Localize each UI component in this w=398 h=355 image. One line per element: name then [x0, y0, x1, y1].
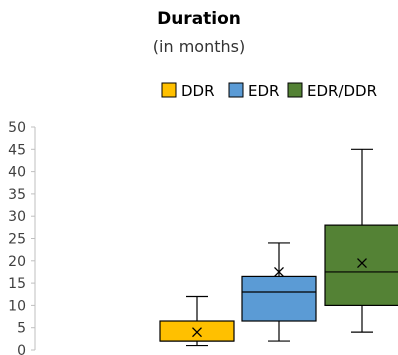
- chart-title: Duration: [157, 9, 241, 29]
- y-tick-label: 15: [8, 276, 26, 292]
- legend-label-edr-ddr: EDR/DDR: [307, 82, 377, 100]
- y-tick-label: 0: [17, 343, 26, 355]
- y-tick-label: 25: [8, 232, 26, 248]
- legend-swatch-edr-ddr: [287, 82, 303, 98]
- mean-marker-ddr: [192, 327, 202, 338]
- mean-marker-edr-ddr: [357, 258, 367, 268]
- legend-swatch-edr: [228, 82, 244, 98]
- legend-label-edr: EDR: [248, 82, 279, 100]
- y-tick-label: 30: [8, 209, 26, 225]
- chart-subtitle: (in months): [152, 37, 246, 56]
- y-tick-label: 50: [8, 120, 26, 136]
- y-tick-label: 35: [8, 187, 26, 203]
- y-tick-label: 40: [8, 165, 26, 181]
- y-tick-label: 10: [8, 298, 26, 314]
- mean-marker-edr: [274, 266, 284, 277]
- y-tick-label: 5: [17, 321, 26, 337]
- y-tick-label: 45: [8, 142, 26, 158]
- y-tick-label: 20: [8, 254, 26, 270]
- box-edr-ddr: [324, 224, 398, 306]
- box-ddr: [159, 320, 235, 342]
- box-edr: [241, 275, 317, 322]
- legend-label-ddr: DDR: [181, 82, 215, 100]
- legend-swatch-ddr: [161, 82, 177, 98]
